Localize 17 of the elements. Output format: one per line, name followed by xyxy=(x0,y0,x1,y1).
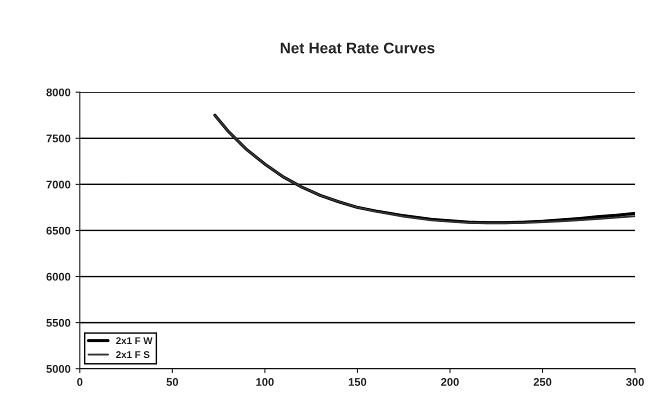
y-tick-label: 6000 xyxy=(46,272,70,281)
x-tick-label: 150 xyxy=(348,378,366,386)
y-tick-label: 5000 xyxy=(46,364,70,373)
y-tick-label: 5500 xyxy=(46,318,70,327)
y-tick-label: 6500 xyxy=(46,226,70,235)
chart-title: Net Heat Rate Curves xyxy=(280,42,435,54)
legend-label: 2x1 F W xyxy=(116,337,152,344)
x-tick-label: 200 xyxy=(441,378,459,386)
x-tick-label: 300 xyxy=(626,378,644,386)
x-tick-label: 100 xyxy=(256,378,274,386)
y-tick-label: 8000 xyxy=(46,88,70,96)
y-tick-label: 7500 xyxy=(46,134,70,142)
y-tick-label: 7000 xyxy=(46,180,70,188)
legend-label: 2x1 F S xyxy=(116,351,150,358)
x-tick-label: 50 xyxy=(166,378,178,386)
x-tick-label: 250 xyxy=(534,378,552,386)
x-tick-label: 0 xyxy=(77,378,82,386)
